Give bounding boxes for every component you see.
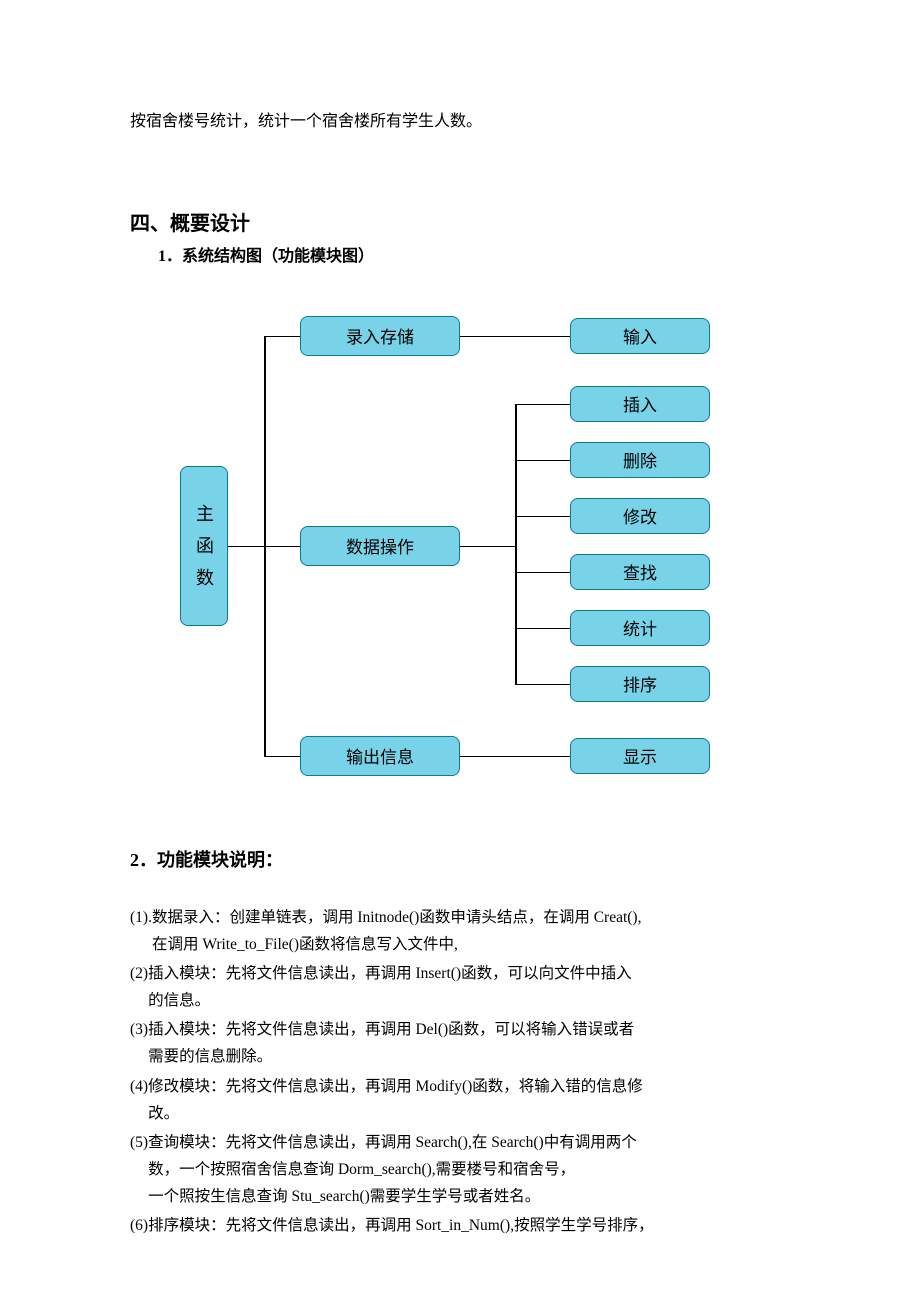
node-leaf-stats: 统计: [570, 610, 710, 646]
node-leaf-delete: 删除: [570, 442, 710, 478]
connector: [515, 684, 570, 686]
connector: [515, 628, 570, 630]
node-root: 主函数: [180, 466, 228, 626]
list-item: (2) 插入模块：先将文件信息读出，再调用 Insert()函数，可以向文件中插…: [130, 960, 790, 1014]
intro-text: 按宿舍楼号统计，统计一个宿舍楼所有学生人数。: [130, 108, 790, 137]
item-number: (2): [130, 960, 148, 1014]
node-mid-output-info: 输出信息: [300, 736, 460, 776]
item-number: (1).: [130, 904, 152, 958]
item-label: 修改模块：: [148, 1078, 226, 1095]
connector: [515, 404, 570, 406]
structure-diagram: 主函数 录入存储 数据操作 输出信息 输入 插入 删除 修改 查找 统计 排序 …: [180, 306, 880, 786]
item-number: (6): [130, 1212, 148, 1239]
item-continuation: 数，一个按照宿舍信息查询 Dorm_search(),需要楼号和宿舍号，: [148, 1156, 790, 1183]
item-text: 先将文件信息读出，再调用 Insert()函数，可以向文件中插入: [226, 965, 632, 982]
item-number: (5): [130, 1129, 148, 1210]
item-continuation: 需要的信息删除。: [148, 1043, 790, 1070]
node-leaf-display: 显示: [570, 738, 710, 774]
connector: [460, 336, 570, 338]
connector: [460, 546, 515, 548]
node-leaf-modify: 修改: [570, 498, 710, 534]
item-continuation: 的信息。: [148, 987, 790, 1014]
item-label: 插入模块：: [148, 1021, 226, 1038]
connector: [515, 516, 570, 518]
node-mid-data-ops: 数据操作: [300, 526, 460, 566]
item-number: (4): [130, 1073, 148, 1127]
connector: [515, 404, 517, 684]
item-continuation: 改。: [148, 1100, 790, 1127]
node-leaf-input: 输入: [570, 318, 710, 354]
item-number: (3): [130, 1016, 148, 1070]
connector: [460, 756, 570, 758]
connector: [515, 460, 570, 462]
list-item: (4) 修改模块：先将文件信息读出，再调用 Modify()函数，将输入错的信息…: [130, 1073, 790, 1127]
item-continuation: 一个照按生信息查询 Stu_search()需要学生学号或者姓名。: [148, 1183, 790, 1210]
connector: [515, 572, 570, 574]
list-item: (6) 排序模块：先将文件信息读出，再调用 Sort_in_Num(),按照学生…: [130, 1212, 790, 1239]
node-leaf-sort: 排序: [570, 666, 710, 702]
item-text: 先将文件信息读出，再调用 Modify()函数，将输入错的信息修: [226, 1078, 643, 1095]
item-text: 先将文件信息读出，再调用 Del()函数，可以将输入错误或者: [226, 1021, 635, 1038]
node-leaf-insert: 插入: [570, 386, 710, 422]
module-description-list: (1). 数据录入：创建单链表，调用 Initnode()函数申请头结点，在调用…: [130, 904, 790, 1240]
item-text: 先将文件信息读出，再调用 Search(),在 Search()中有调用两个: [226, 1134, 637, 1151]
list-item: (5) 查询模块：先将文件信息读出，再调用 Search(),在 Search(…: [130, 1129, 790, 1210]
connector: [264, 336, 300, 338]
sub-1-title: 1．系统结构图（功能模块图）: [158, 242, 790, 266]
item-label: 查询模块：: [148, 1134, 226, 1151]
node-leaf-search: 查找: [570, 554, 710, 590]
connector: [228, 546, 264, 548]
item-label: 插入模块：: [148, 965, 226, 982]
section-4-title: 四、概要设计: [130, 207, 790, 236]
list-item: (1). 数据录入：创建单链表，调用 Initnode()函数申请头结点，在调用…: [130, 904, 790, 958]
item-text: 创建单链表，调用 Initnode()函数申请头结点，在调用 Creat(),: [229, 909, 641, 926]
sub-2-title: 2．功能模块说明：: [130, 846, 790, 872]
connector: [264, 756, 300, 758]
item-label: 排序模块：: [148, 1217, 226, 1234]
item-continuation: 在调用 Write_to_File()函数将信息写入文件中,: [152, 931, 790, 958]
node-mid-input-storage: 录入存储: [300, 316, 460, 356]
item-label: 数据录入：: [152, 909, 230, 926]
list-item: (3) 插入模块：先将文件信息读出，再调用 Del()函数，可以将输入错误或者 …: [130, 1016, 790, 1070]
item-text: 先将文件信息读出，再调用 Sort_in_Num(),按照学生学号排序，: [226, 1217, 654, 1234]
connector: [264, 546, 300, 548]
